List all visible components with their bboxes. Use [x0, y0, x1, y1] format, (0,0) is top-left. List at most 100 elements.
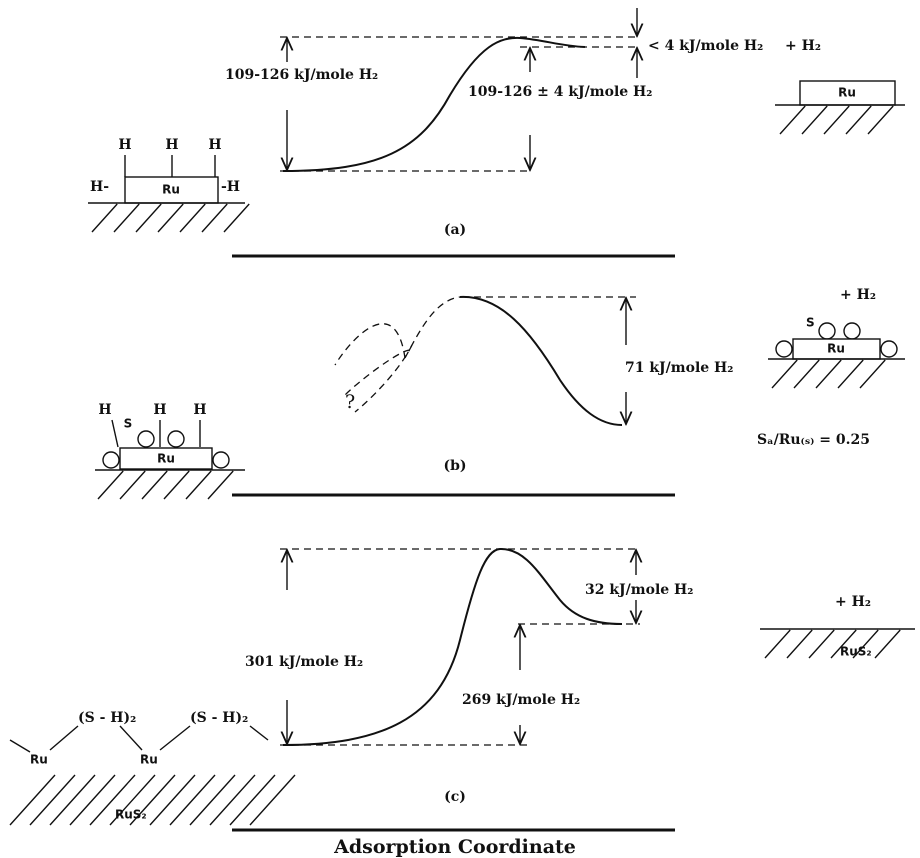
energy-label: 301 kJ/mole H₂	[245, 654, 363, 670]
hatch	[69, 774, 116, 826]
atom-label: H	[118, 137, 131, 153]
atom-label: S	[124, 417, 133, 431]
sulfur-atom	[843, 322, 861, 340]
panel-b: ? 71 kJ/mole H₂ + H₂ S Ru Sₐ/Ru₍ₛ₎ = 0.2…	[95, 287, 905, 497]
energy-curve-dashed	[404, 296, 461, 359]
atom-label: H	[208, 137, 221, 153]
hatch	[859, 359, 886, 389]
hatch	[29, 774, 76, 826]
surface-label: RuS₂	[115, 808, 147, 822]
atom-label: S	[806, 316, 815, 330]
hatch	[779, 105, 806, 135]
hatch	[135, 203, 162, 233]
hatch	[113, 203, 140, 233]
hatch	[201, 203, 228, 233]
sulfur-atom	[212, 451, 230, 469]
group-label: (S - H)₂	[78, 710, 136, 726]
hatch	[179, 203, 206, 233]
energy-label: 109-126 kJ/mole H₂	[225, 67, 378, 83]
atom-label: H-	[90, 179, 109, 195]
hatch	[163, 470, 190, 500]
gas-label: + H₂	[835, 594, 871, 610]
panel-label: (a)	[444, 222, 466, 238]
hatch	[837, 359, 864, 389]
sulfur-atom	[167, 430, 185, 448]
hatch	[9, 774, 56, 826]
sulfur-atom	[102, 451, 120, 469]
metal-label: Ru	[838, 86, 856, 100]
atom-label: H	[98, 402, 111, 418]
hatch	[249, 774, 296, 826]
atom-label: H	[153, 402, 166, 418]
hatch	[189, 774, 236, 826]
metal-label: Ru	[827, 342, 845, 356]
hatching	[9, 105, 901, 826]
surface-label: RuS₂	[840, 645, 872, 659]
hatch	[874, 629, 901, 659]
metal-box	[799, 80, 896, 106]
hatch	[91, 203, 118, 233]
sulfur-atom	[775, 340, 793, 358]
sulfur-atom	[880, 340, 898, 358]
bond	[49, 725, 79, 751]
hatch	[119, 470, 146, 500]
hatch	[852, 629, 879, 659]
unknown-path	[344, 349, 411, 396]
energy-label: 71 kJ/mole H₂	[625, 360, 733, 376]
hatch	[209, 774, 256, 826]
bond	[119, 725, 143, 751]
energy-curve	[282, 547, 623, 746]
barrier-label: < 4 kJ/mole H₂	[648, 38, 763, 54]
hatch	[867, 105, 894, 135]
energy-curve	[282, 36, 586, 172]
atom-label: H	[165, 137, 178, 153]
gas-label: + H₂	[785, 38, 821, 54]
unknown-label: ?	[345, 391, 355, 413]
group-label: (S - H)₂	[190, 710, 248, 726]
sulfur-atom	[137, 430, 155, 448]
hatch	[845, 105, 872, 135]
sulfur-atom	[818, 322, 836, 340]
hatch	[89, 774, 136, 826]
metal-box	[119, 447, 213, 470]
bond	[111, 419, 119, 448]
hatch	[149, 774, 196, 826]
hatch	[129, 774, 176, 826]
atom-label: -H	[221, 179, 240, 195]
metal-label: Ru	[162, 183, 180, 197]
unknown-path	[334, 323, 406, 366]
hatch	[808, 629, 835, 659]
hatch	[815, 359, 842, 389]
hatch	[229, 774, 276, 826]
bond	[249, 725, 269, 741]
metal-label: Ru	[140, 753, 158, 767]
metal-box	[124, 176, 219, 204]
hatch	[169, 774, 216, 826]
hatch	[157, 203, 184, 233]
bond	[9, 739, 31, 753]
metal-label: Ru	[30, 753, 48, 767]
panel-a: 109-126 kJ/mole H₂ 109-126 ± 4 kJ/mole H…	[88, 8, 905, 258]
panel-label: (b)	[443, 458, 466, 474]
hatch	[764, 629, 791, 659]
hatch	[207, 470, 234, 500]
energy-label: 269 kJ/mole H₂	[462, 692, 580, 708]
coverage-label: Sₐ/Ru₍ₛ₎ = 0.25	[757, 432, 870, 448]
hatch	[786, 629, 813, 659]
axis-label: Adsorption Coordinate	[333, 836, 576, 858]
atom-label: H	[193, 402, 206, 418]
hatch	[109, 774, 156, 826]
hatch	[141, 470, 168, 500]
energy-label: 109-126 ± 4 kJ/mole H₂	[468, 84, 652, 100]
panel-label: (c)	[444, 789, 466, 805]
panel-c: 301 kJ/mole H₂ 269 kJ/mole H₂ 32 kJ/mole…	[9, 547, 915, 832]
hatch	[223, 203, 250, 233]
energy-curve	[459, 295, 623, 426]
hatch	[830, 629, 857, 659]
hatch	[793, 359, 820, 389]
hatch	[801, 105, 828, 135]
barrier-label: 32 kJ/mole H₂	[585, 582, 693, 598]
hatch	[49, 774, 96, 826]
hatch	[823, 105, 850, 135]
